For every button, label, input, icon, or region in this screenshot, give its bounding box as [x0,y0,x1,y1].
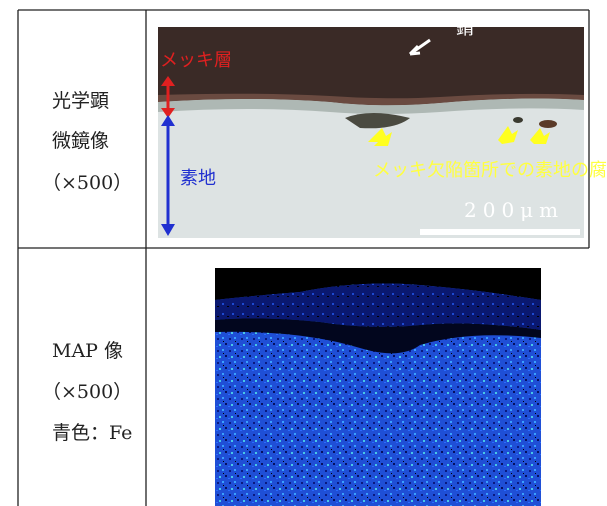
cell-label: 青色：Fe [52,422,132,444]
annotation: 錆 [456,18,474,39]
annotation: メッキ層 [160,50,232,71]
cell-label: 微鏡像 [52,130,109,152]
micrograph: メッキ層 錆 素地 メッキ欠陥箇所での素地の腐食 200μm [158,18,607,238]
cell-label: （×500） [42,381,132,403]
annotation: 素地 [180,168,216,189]
page: {"table": {"rows": [ {"label": ["光学顕", "… [0,0,607,506]
map-image [215,268,541,506]
cell-label: （×500） [42,172,132,194]
scale-label: 200μm [464,198,564,222]
cell-label: 光学顕 [52,90,109,112]
document: 光学顕 微鏡像 （×500） メッキ層 錆 素地 メッキ欠陥箇所での素地の腐食 … [0,0,607,506]
cell-label: MAP 像 [52,340,123,362]
annotation: メッキ欠陥箇所での素地の腐食 [373,160,607,181]
